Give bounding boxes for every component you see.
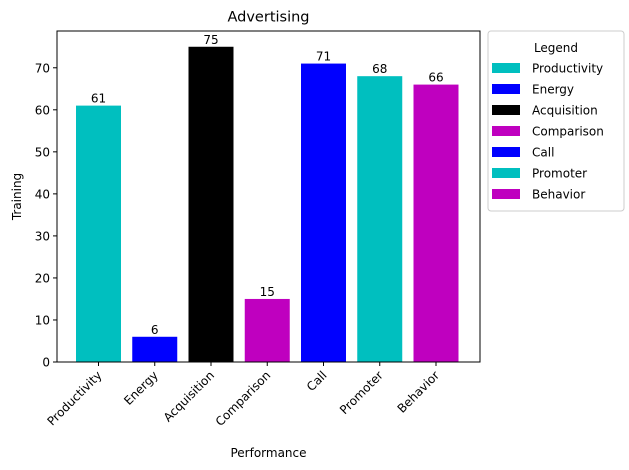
legend-entries: Productivity Energy Acquisition Comparison C… xyxy=(492,62,604,202)
legend-label: Comparison xyxy=(532,125,604,139)
legend-label: Behavior xyxy=(532,188,585,202)
bar-value-label: 75 xyxy=(203,33,218,47)
legend-swatch xyxy=(492,126,520,136)
bar-behavior xyxy=(413,84,459,362)
bar-energy xyxy=(132,336,178,362)
bar-value-label: 66 xyxy=(428,71,443,85)
y-tick-label: 60 xyxy=(35,103,50,117)
bar-value-label: 6 xyxy=(151,323,159,337)
legend-swatch xyxy=(492,189,520,199)
bar-value-label: 15 xyxy=(260,285,275,299)
bar-productivity xyxy=(76,105,121,363)
y-axis-label: Training xyxy=(10,173,24,221)
bars-group: 61 6 75 15 71 68 66 xyxy=(76,33,459,363)
y-tick-label: 10 xyxy=(35,313,50,327)
x-tick-label: Behavior xyxy=(395,368,443,416)
y-tick-label: 40 xyxy=(35,187,50,201)
bar-value-label: 68 xyxy=(372,62,387,76)
x-tick-label: Comparison xyxy=(213,368,274,429)
x-tick-label: Call xyxy=(304,368,330,394)
legend-swatch xyxy=(492,147,520,157)
y-axis-ticks: 0 10 20 30 40 50 60 70 xyxy=(35,61,57,370)
x-axis-label: Performance xyxy=(230,446,306,460)
legend: Legend Productivity Energy Acquisition Comp… xyxy=(487,30,625,212)
y-tick-label: 0 xyxy=(42,356,50,370)
x-tick-label: Productivity xyxy=(44,368,104,428)
legend-swatch xyxy=(492,168,520,178)
y-tick-label: 50 xyxy=(35,145,50,159)
y-tick-label: 30 xyxy=(35,229,50,243)
x-tick-label: Energy xyxy=(121,368,161,408)
plot-frame xyxy=(56,30,481,363)
bar-value-label: 71 xyxy=(316,50,331,64)
x-tick-label: Acquisition xyxy=(161,368,217,424)
bar-comparison xyxy=(244,298,290,362)
legend-swatch xyxy=(492,84,520,94)
bar-promoter xyxy=(357,76,403,363)
legend-label: Call xyxy=(532,146,554,160)
legend-swatch xyxy=(492,63,520,73)
bar-value-label: 61 xyxy=(91,92,106,106)
legend-swatch xyxy=(492,105,520,115)
bar-acquisition xyxy=(188,46,234,362)
legend-label: Acquisition xyxy=(532,104,598,118)
legend-title: Legend xyxy=(534,41,578,55)
legend-frame xyxy=(487,30,625,212)
legend-label: Promoter xyxy=(532,167,587,181)
bar-call xyxy=(301,63,346,362)
y-tick-label: 70 xyxy=(35,61,50,75)
y-tick-label: 20 xyxy=(35,271,50,285)
chart-title: Advertising xyxy=(227,10,309,26)
x-tick-label: Promoter xyxy=(337,368,386,417)
legend-label: Energy xyxy=(532,83,574,97)
legend-label: Productivity xyxy=(532,62,603,76)
